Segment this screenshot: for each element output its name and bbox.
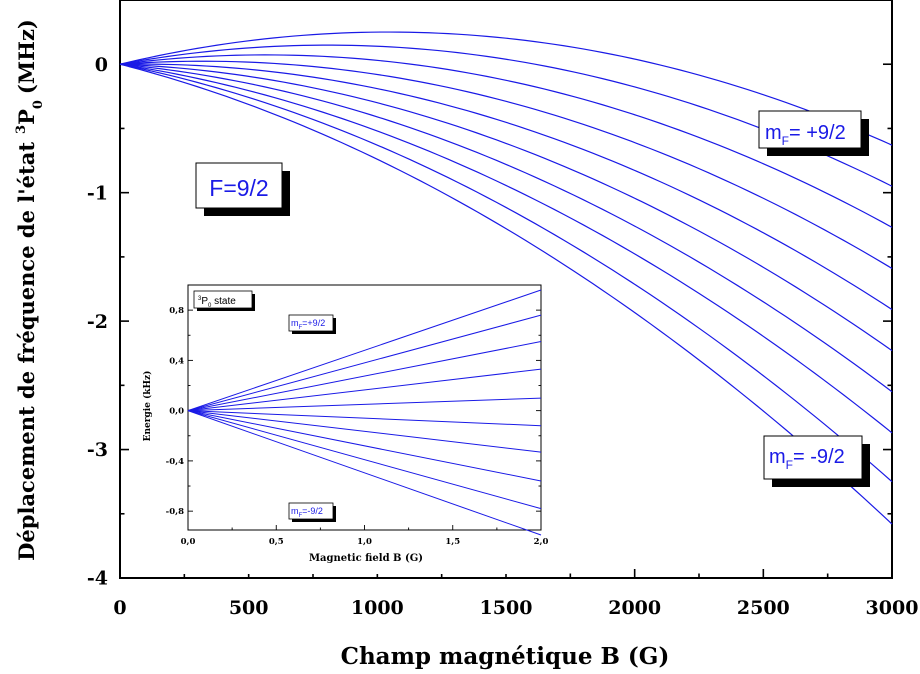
- inset-x-tick-label: 0,0: [181, 537, 196, 547]
- main-series-line-3: [119, 54, 893, 228]
- main-series-line-9: [119, 63, 893, 483]
- main-y-axis-title: Déplacement de fréquence de l'état3P0(MH…: [14, 19, 46, 561]
- main-series-line-1: [119, 31, 893, 146]
- f-label-text: F=9/2: [209, 175, 268, 201]
- inset-mf-top-label-box: mF=+9/2: [288, 314, 336, 334]
- inset-y-tick-label: -0,4: [166, 457, 184, 467]
- inset-x-axis: 0,0 0,5 1,0 1,5 2,0: [181, 525, 549, 547]
- main-y-tick-label: -1: [87, 182, 108, 204]
- inset-mf-top-label-text: mF=+9/2: [291, 318, 325, 331]
- inset-y-tick-label: 0,4: [169, 356, 184, 366]
- inset-series-line-6: [187, 410, 542, 427]
- mf-top-label-box: mF= +9/2: [758, 110, 869, 156]
- inset-state-label-text: 3P0 state: [198, 296, 236, 309]
- inset-series-lines: [187, 289, 542, 536]
- inset-mf-bottom-label-text: mF=-9/2: [291, 506, 323, 519]
- inset-mf-bottom-label-box: mF=-9/2: [288, 502, 336, 522]
- inset-series-line-4: [187, 368, 542, 412]
- main-y-axis-title-main: Déplacement de fréquence de l'état: [14, 142, 39, 561]
- inset-state-label-box: 3P0 state: [193, 290, 255, 311]
- inset-y-tick-label: 0,0: [169, 407, 184, 417]
- main-x-tick-label: 0: [113, 597, 126, 619]
- main-x-tick-label: 2000: [608, 597, 661, 619]
- main-y-tick-label: -2: [87, 311, 108, 333]
- main-series-lines: [119, 31, 893, 525]
- inset-y-axis-title: Energie (kHz): [142, 371, 153, 442]
- inset-series-line-9: [187, 410, 542, 510]
- main-x-axis-title: Champ magnétique B (G): [341, 643, 670, 670]
- main-series-line-10: [119, 63, 893, 525]
- main-series-line-8: [119, 63, 893, 434]
- inset-x-tick-label: 0,5: [269, 537, 284, 547]
- inset-x-tick-label: 1,0: [357, 537, 372, 547]
- main-y-tick-label: -3: [87, 439, 108, 461]
- mf-bottom-label-box: mF= -9/2: [763, 435, 870, 487]
- main-x-tick-label: 500: [229, 597, 269, 619]
- inset-x-tick-label: 2,0: [534, 537, 549, 547]
- inset-chart: 0,8 0,4 0,0 -0,4 -0,8 0,0 0,5 1,0 1,5 2,0 Magnet…: [133, 268, 548, 574]
- main-series-line-7: [119, 63, 893, 393]
- main-x-axis: 0 500 1000 1500 2000 2500 3000: [113, 569, 918, 619]
- inset-series-line-2: [187, 314, 542, 412]
- inset-x-tick-label: 1,5: [445, 537, 460, 547]
- mf-bottom-label-text: mF= -9/2: [769, 446, 845, 472]
- main-y-axis: 0 -1 -2 -3 -4: [87, 54, 892, 590]
- mf-top-label-text: mF= +9/2: [765, 122, 846, 148]
- main-x-tick-label: 2500: [737, 597, 790, 619]
- main-y-tick-label: -4: [87, 568, 108, 590]
- main-x-tick-label: 3000: [866, 597, 919, 619]
- inset-y-tick-label: -0,8: [166, 507, 184, 517]
- main-series-line-5: [119, 63, 893, 311]
- main-x-tick-label: 1000: [351, 597, 404, 619]
- inset-y-axis: 0,8 0,4 0,0 -0,4 -0,8: [166, 306, 541, 517]
- f-label-box: F=9/2: [195, 162, 290, 216]
- inset-series-line-10: [187, 410, 542, 536]
- inset-x-axis-title: Magnetic field B (G): [309, 553, 423, 564]
- main-x-tick-label: 1500: [480, 597, 533, 619]
- main-chart: 0 -1 -2 -3 -4 0 500 1000 1500 2000 2500 3000 Champ…: [14, 0, 918, 670]
- inset-series-line-3: [187, 341, 542, 412]
- main-series-line-6: [119, 63, 893, 352]
- inset-series-line-8: [187, 410, 542, 482]
- main-series-line-4: [119, 60, 893, 269]
- inset-series-line-5: [187, 397, 542, 412]
- inset-background: [133, 268, 548, 574]
- inset-series-line-7: [187, 410, 542, 453]
- inset-series-line-1: [187, 289, 542, 412]
- main-y-tick-label: 0: [95, 54, 108, 76]
- inset-y-tick-label: 0,8: [169, 306, 184, 316]
